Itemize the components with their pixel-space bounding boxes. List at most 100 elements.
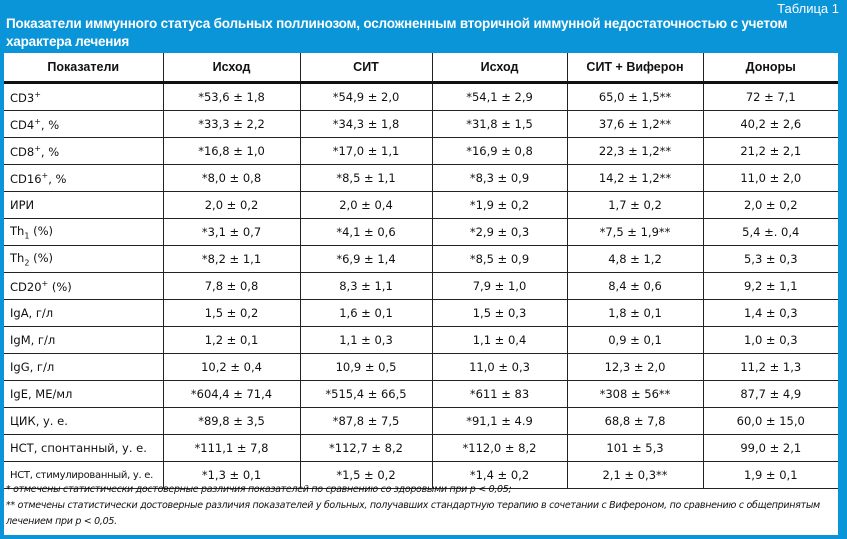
table-row: CD4+, % *33,3 ± 2,2 *34,3 ± 1,8 *31,8 ± 1,5… — [4, 110, 838, 138]
table-cell: 14,2 ± 1,2** — [566, 164, 703, 192]
table-cell: 1,5 ± 0,2 — [162, 299, 300, 327]
table-row: IgA, г/л 1,5 ± 0,2 1,6 ± 0,1 1,5 ± 0,3 1,8 ±… — [4, 299, 838, 327]
table-cell: 8,3 ± 1,1 — [299, 272, 432, 300]
row-label-label: CD8 — [10, 144, 35, 159]
table-cell: 9,2 ± 1,1 — [702, 272, 838, 300]
table-cell: 72 ± 7,1 — [702, 82, 838, 111]
table-number: Таблица 1 — [777, 1, 839, 16]
table-row: CD8+, % *16,8 ± 1,0 *17,0 ± 1,1 *16,9 ± 0,8… — [4, 137, 838, 165]
table-cell: 1,0 ± 0,3 — [702, 326, 838, 354]
table-row: ЦИК, у. е. *89,8 ± 3,5 *87,8 ± 7,5 *91,1 ± … — [4, 407, 838, 435]
row-label-label: IgE, МЕ/мл — [10, 387, 73, 401]
row-label-sup: + — [34, 143, 41, 153]
row-label: IgM, г/л — [4, 326, 163, 354]
row-label-label: IgM, г/л — [10, 333, 56, 347]
table-cell: *54,9 ± 2,0 — [299, 82, 432, 111]
table-title: Показатели иммунного статуса больных пол… — [6, 16, 788, 49]
row-label-suffix: (%) — [29, 223, 53, 238]
row-label: НСТ, спонтанный, у. е. — [4, 434, 163, 462]
table-cell: *16,9 ± 0,8 — [431, 137, 567, 165]
column-header: Исход — [162, 53, 300, 84]
row-label-sub: 1 — [24, 231, 30, 241]
table-cell: *34,3 ± 1,8 — [299, 110, 432, 138]
table-cell: *1,4 ± 0,2 — [431, 461, 567, 489]
table-body: Показатели Исход СИТ Исход СИТ + Виферон Доно… — [4, 53, 838, 535]
column-header: СИТ — [299, 53, 432, 84]
table-cell: *1,3 ± 0,1 — [162, 461, 300, 489]
table-cell: 1,1 ± 0,4 — [431, 326, 567, 354]
table-cell: 60,0 ± 15,0 — [702, 407, 838, 435]
table-cell: *91,1 ± 4.9 — [431, 407, 567, 435]
row-label-label: CD4 — [10, 117, 35, 132]
header-row: Показатели Исход СИТ Исход СИТ + Виферон Доно… — [4, 53, 838, 84]
table-cell: 10,9 ± 0,5 — [299, 353, 432, 381]
table-row: CD3+ *53,6 ± 1,8 *54,9 ± 2,0 *54,1 ± 2,9 65,… — [4, 82, 838, 111]
table-cell: 2,0 ± 0,2 — [162, 191, 300, 219]
table-cell: *515,4 ± 66,5 — [299, 380, 432, 408]
table-cell: 4,8 ± 1,2 — [566, 245, 703, 273]
row-label: IgE, МЕ/мл — [4, 380, 163, 408]
table-row: CD20+ (%) 7,8 ± 0,8 8,3 ± 1,1 7,9 ± 1,0 8,4 … — [4, 272, 838, 300]
row-label: CD8+, % — [4, 137, 163, 165]
row-label-suffix: (%) — [48, 279, 72, 294]
table-cell: 87,7 ± 4,9 — [702, 380, 838, 408]
row-label-label: IgG, г/л — [10, 360, 55, 374]
table-row: НСТ, спонтанный, у. е. *111,1 ± 7,8 *112,7… — [4, 434, 838, 462]
row-label: ЦИК, у. е. — [4, 407, 163, 435]
table-cell: 1,8 ± 0,1 — [566, 299, 703, 327]
table-cell: 68,8 ± 7,8 — [566, 407, 703, 435]
table-cell: *17,0 ± 1,1 — [299, 137, 432, 165]
column-header: СИТ + Виферон — [566, 53, 703, 84]
table-cell: 99,0 ± 2,1 — [702, 434, 838, 462]
table-cell: *2,9 ± 0,3 — [431, 218, 567, 246]
table-cell: *16,8 ± 1,0 — [162, 137, 300, 165]
row-label-label: Th — [10, 250, 25, 265]
table-cell: *8,5 ± 0,9 — [431, 245, 567, 273]
footnote-2: ** отмечены статистически достоверные ра… — [6, 500, 820, 527]
table-cell: *6,9 ± 1,4 — [299, 245, 432, 273]
table-row: Th1 (%) *3,1 ± 0,7 *4,1 ± 0,6 *2,9 ± 0,3 *7,… — [4, 218, 838, 246]
row-label-sup: + — [41, 170, 49, 180]
row-label-sup: + — [34, 89, 41, 99]
table-cell: 11,0 ± 2,0 — [702, 164, 838, 192]
table-cell: *8,3 ± 0,9 — [431, 164, 567, 192]
table-cell: 2,0 ± 0,4 — [299, 191, 432, 219]
table-cell: 5,3 ± 0,3 — [702, 245, 838, 273]
table-cell: 11,2 ± 1,3 — [702, 353, 838, 381]
table-cell: 1,2 ± 0,1 — [162, 326, 300, 354]
row-label-label: CD3 — [10, 90, 35, 105]
table-cell: *112,7 ± 8,2 — [299, 434, 432, 462]
row-label: CD3+ — [4, 82, 163, 111]
table-cell: 101 ± 5,3 — [566, 434, 703, 462]
footnote-1: * отмечены статистически достоверные раз… — [6, 484, 512, 495]
table-row: IgE, МЕ/мл *604,4 ± 71,4 *515,4 ± 66,5 *611… — [4, 380, 838, 408]
table-cell: 10,2 ± 0,4 — [162, 353, 300, 381]
table-cell: 21,2 ± 2,1 — [702, 137, 838, 165]
column-header: Доноры — [702, 53, 838, 84]
table-cell: *111,1 ± 7,8 — [162, 434, 300, 462]
row-label: CD20+ (%) — [4, 272, 163, 300]
table-cell: *1,5 ± 0,2 — [299, 461, 432, 489]
table-cell: *31,8 ± 1,5 — [431, 110, 567, 138]
row-label: CD16+, % — [4, 164, 163, 192]
table-row: ИРИ 2,0 ± 0,2 2,0 ± 0,4 *1,9 ± 0,2 1,7 ± 0,2… — [4, 191, 838, 219]
row-label: IgG, г/л — [4, 353, 163, 381]
table-cell: *604,4 ± 71,4 — [162, 380, 300, 408]
table-cell: *4,1 ± 0,6 — [299, 218, 432, 246]
table-cell: *308 ± 56** — [566, 380, 703, 408]
table-cell: *7,5 ± 1,9** — [566, 218, 703, 246]
table-cell: 2,0 ± 0,2 — [702, 191, 838, 219]
table-cell: *8,0 ± 0,8 — [162, 164, 300, 192]
row-label-label: НСТ, спонтанный, у. е. — [10, 441, 147, 455]
table-cell: *33,3 ± 2,2 — [162, 110, 300, 138]
table-cell: 1,5 ± 0,3 — [431, 299, 567, 327]
row-label-suffix: , % — [40, 144, 60, 159]
table-cell: 1,7 ± 0,2 — [566, 191, 703, 219]
table-cell: 12,3 ± 2,0 — [566, 353, 703, 381]
table-cell: *112,0 ± 8,2 — [431, 434, 567, 462]
table-cell: *1,9 ± 0,2 — [431, 191, 567, 219]
table-cell: *53,6 ± 1,8 — [162, 82, 300, 111]
row-label-label: CD20 — [10, 279, 42, 294]
table-cell: *89,8 ± 3,5 — [162, 407, 300, 435]
